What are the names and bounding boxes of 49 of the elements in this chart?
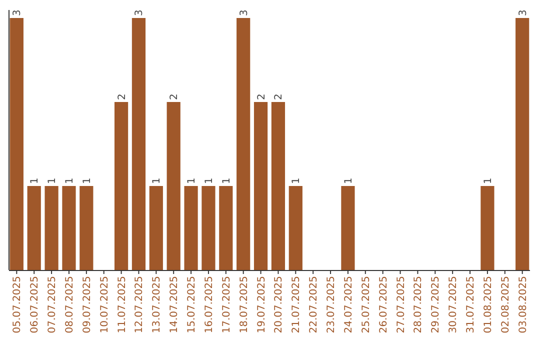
x-tick-label: 28.07.2025: [413, 276, 424, 334]
x-tick-label: 18.07.2025: [238, 276, 250, 334]
x-tick-label: 12.07.2025: [134, 276, 146, 334]
data-label: 1: [152, 178, 163, 184]
data-label: 2: [116, 94, 128, 100]
data-label: 1: [221, 178, 232, 184]
data-label: 2: [169, 94, 180, 100]
x-tick-label: 10.07.2025: [99, 276, 110, 334]
data-label: 1: [204, 178, 215, 184]
x-tick-label: 26.07.2025: [378, 276, 390, 334]
x-tick-label: 21.07.2025: [291, 276, 302, 334]
data-label: 2: [274, 94, 285, 100]
x-tick-label: 16.07.2025: [204, 276, 215, 334]
data-label: 1: [186, 178, 198, 184]
data-label: 1: [343, 178, 354, 184]
x-tick-label: 19.07.2025: [256, 276, 268, 334]
x-tick-label: 24.07.2025: [343, 276, 354, 334]
data-label: 1: [30, 178, 41, 184]
x-tick-label: 14.07.2025: [169, 276, 180, 334]
x-tick-label: 15.07.2025: [186, 276, 198, 334]
x-tick-label: 02.08.2025: [500, 276, 512, 334]
data-label: 1: [82, 178, 93, 184]
x-tick-label: 22.07.2025: [308, 276, 320, 334]
x-tick-label: 07.07.2025: [47, 276, 58, 334]
x-tick-label: 23.07.2025: [326, 276, 338, 334]
x-tick-label: 05.07.2025: [12, 276, 24, 334]
x-tick-label: 01.08.2025: [482, 276, 494, 334]
data-label: 1: [47, 178, 58, 184]
x-tick-label: 27.07.2025: [396, 276, 407, 334]
x-tick-label: 31.07.2025: [466, 276, 477, 334]
x-tick-label: 11.07.2025: [116, 276, 128, 334]
x-tick-label: 29.07.2025: [430, 276, 442, 334]
x-tick-label: 13.07.2025: [152, 276, 163, 334]
data-label: 1: [291, 178, 302, 184]
data-label: 1: [64, 178, 76, 184]
data-label: 3: [12, 10, 24, 16]
x-tick-label: 09.07.2025: [82, 276, 93, 334]
x-tick-label: 30.07.2025: [448, 276, 460, 334]
x-tick-label: 20.07.2025: [274, 276, 285, 334]
x-tick-label: 08.07.2025: [64, 276, 76, 334]
data-label: 3: [134, 10, 146, 16]
data-label: 2: [256, 94, 268, 100]
data-label: 3: [238, 10, 250, 16]
x-tick-label: 17.07.2025: [221, 276, 232, 334]
x-tick-label: 03.08.2025: [518, 276, 529, 334]
data-label: 1: [482, 178, 494, 184]
x-tick-label: 25.07.2025: [360, 276, 372, 334]
x-tick-label: 06.07.2025: [30, 276, 41, 334]
data-label: 3: [518, 10, 529, 16]
